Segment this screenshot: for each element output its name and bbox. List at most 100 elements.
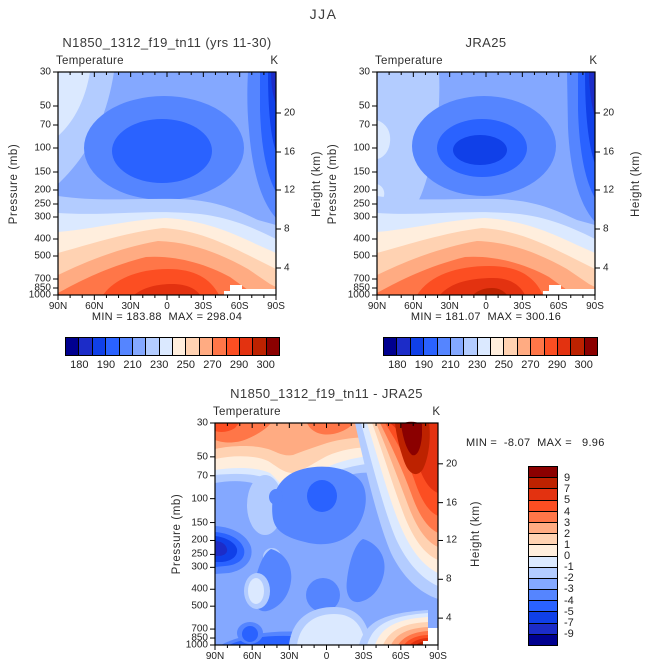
colorbar-tick-label: 210	[441, 359, 460, 371]
colorbar-tick-label: 190	[96, 359, 116, 371]
pressure-tick-label: 100	[353, 142, 370, 154]
colorbar-cell	[238, 338, 253, 355]
pressure-tick-label: 500	[353, 250, 370, 262]
colorbar-cell	[252, 338, 266, 355]
colorbar-cell	[384, 338, 397, 355]
pressure-tick-label: 400	[191, 583, 208, 595]
colorbar-cell	[529, 533, 557, 545]
colorbar-cell	[212, 338, 226, 355]
height-tick-label: 16	[446, 497, 458, 509]
colorbar-tick-label: 300	[574, 359, 593, 371]
colorbar-tick-label: -4	[564, 594, 574, 607]
pressure-tick-label: 1000	[185, 639, 208, 651]
panel-title: JRA25	[465, 35, 507, 50]
pressure-tick-label: 300	[353, 211, 370, 223]
height-tick-label: 20	[603, 107, 615, 119]
colorbar-cell	[529, 544, 557, 556]
units-label: K	[589, 55, 597, 67]
pressure-tick-label: 400	[34, 233, 51, 245]
minmax-readout-difference: MIN = -8.07 MAX = 9.96	[466, 437, 605, 449]
panel-difference: N1850_1312_f19_tn11 - JRA25 Temperature …	[171, 386, 482, 662]
latitude-tick-label: 90S	[586, 301, 604, 312]
latitude-tick-label: 60S	[549, 301, 568, 312]
colorbar-tick-label: 300	[256, 359, 275, 371]
colorbar-cell	[529, 633, 557, 645]
colorbar-cell	[172, 338, 186, 355]
pressure-tick-label: 700	[353, 273, 370, 285]
colorbar-tick-label: 1	[564, 538, 571, 551]
latitude-tick-label: 90S	[429, 651, 447, 662]
pressure-tick-label: 150	[34, 166, 51, 178]
temperature-contour-plot-model	[53, 71, 281, 300]
pressure-tick-label: 500	[34, 250, 51, 262]
pressure-tick-label: 150	[353, 166, 370, 178]
colorbar-cell	[436, 338, 450, 355]
colorbar-cell	[529, 622, 557, 634]
pressure-tick-label: 30	[196, 417, 208, 429]
temperature-colorbar-jra25: 180 190 210 230 250 270 290 300	[383, 337, 598, 371]
field-label: Temperature	[56, 55, 124, 67]
latitude-tick-label: 30N	[440, 301, 459, 312]
colorbar-tick-label: -7	[564, 616, 574, 629]
colorbar-tick-label: 5	[564, 494, 571, 507]
pressure-tick-label: 50	[39, 100, 51, 112]
height-axis-label: Height (km)	[630, 150, 642, 217]
colorbar-cell	[529, 600, 557, 612]
pressure-tick-label: 30	[39, 66, 51, 78]
colorbar-cell	[91, 338, 106, 355]
latitude-tick-label: 60S	[230, 301, 249, 312]
colorbar-cell	[265, 338, 279, 355]
colorbar-tick-label: 2	[564, 527, 571, 540]
pressure-tick-label: 50	[358, 100, 370, 112]
colorbar-cell	[583, 338, 597, 355]
colorbar-tick-label: 250	[176, 359, 195, 371]
colorbar-cell	[118, 338, 132, 355]
pressure-tick-label: 300	[191, 561, 208, 573]
latitude-tick-label: 60N	[85, 301, 104, 312]
colorbar-cell	[503, 338, 517, 355]
pressure-tick-label: 150	[191, 517, 208, 529]
colorbar-cell	[105, 338, 119, 355]
panel-title: N1850_1312_f19_tn11 - JRA25	[230, 386, 423, 401]
colorbar-tick-label: 7	[564, 483, 571, 496]
colorbar-tick-label: 270	[521, 359, 540, 371]
latitude-tick-label: 90N	[48, 301, 68, 312]
units-label: K	[432, 406, 440, 418]
latitude-tick-label: 0	[483, 301, 489, 312]
difference-colorbar: 9 7 5 4 3 2 1 0 -1 -2 -3 -4 -5 -7 -9	[528, 466, 574, 646]
colorbar-tick-label: 4	[564, 505, 571, 518]
colorbar-cell	[529, 611, 557, 623]
colorbar-tick-label: 230	[468, 359, 487, 371]
colorbar-cell	[529, 589, 557, 601]
latitude-tick-label: 30S	[194, 301, 213, 312]
pressure-axis-label: Pressure (mb)	[327, 143, 339, 224]
colorbar-cell	[556, 338, 571, 355]
colorbar-tick-label: 230	[150, 359, 169, 371]
height-tick-label: 20	[446, 458, 458, 470]
latitude-tick-label: 0	[323, 651, 330, 662]
height-tick-label: 4	[603, 262, 609, 274]
colorbar-cell	[225, 338, 239, 355]
height-tick-label: 4	[284, 262, 290, 274]
height-tick-label: 12	[284, 184, 296, 196]
latitude-tick-label: 90N	[367, 301, 387, 312]
colorbar-tick-label: -9	[564, 627, 574, 640]
colorbar-tick-label: 290	[547, 359, 567, 371]
colorbar-cell	[529, 566, 557, 578]
latitude-tick-label: 0	[164, 301, 170, 312]
pressure-tick-label: 200	[191, 534, 208, 546]
height-tick-label: 8	[284, 223, 290, 235]
height-tick-label: 8	[446, 573, 452, 585]
temperature-difference-contour-plot	[210, 421, 443, 650]
colorbar-tick-label: 250	[494, 359, 513, 371]
colorbar-cell	[530, 338, 544, 355]
colorbar-tick-label: -5	[564, 605, 574, 618]
latitude-tick-label: 30N	[121, 301, 140, 312]
latitude-tick-label: 30S	[513, 301, 532, 312]
latitude-tick-label: 60N	[242, 651, 262, 662]
minmax-readout: MIN = 181.07 MAX = 300.16	[410, 311, 562, 323]
colorbar-cell	[543, 338, 557, 355]
colorbar-tick-label: 270	[203, 359, 222, 371]
pressure-tick-label: 850	[191, 632, 208, 644]
colorbar-cell	[529, 499, 557, 511]
